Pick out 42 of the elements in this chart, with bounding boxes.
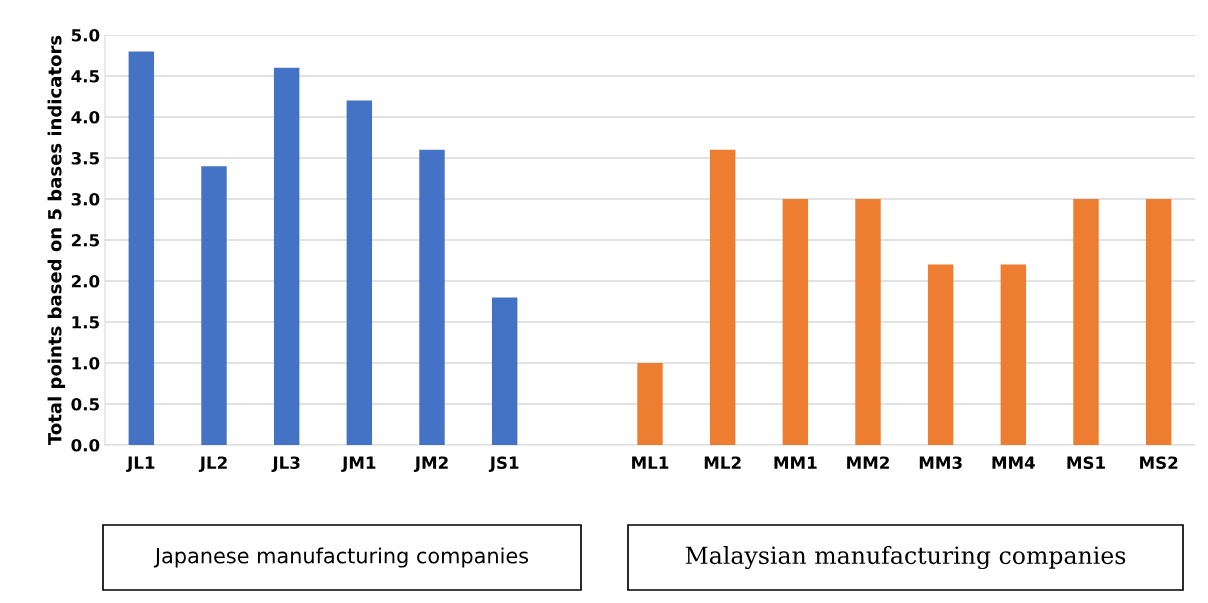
x-tick-label: MS1 [1067, 456, 1105, 470]
x-tick-label: MM3 [919, 456, 962, 470]
y-tick-label: 4.5 [71, 70, 99, 83]
bar [1000, 264, 1027, 445]
bar [1145, 199, 1172, 445]
x-tick-label: MS2 [1140, 456, 1178, 470]
bar [855, 199, 881, 445]
bar [491, 297, 518, 445]
y-axis-title: Total points based on 5 bases indicators [47, 35, 66, 446]
x-tick-label: ML2 [704, 456, 741, 469]
y-tick-label: 1.0 [72, 356, 100, 370]
x-tick-label: MM4 [992, 456, 1035, 469]
bar [201, 166, 227, 445]
x-tick-label: ML1 [632, 456, 669, 469]
y-tick-label: 0.5 [71, 397, 99, 411]
x-tick-label: MM2 [847, 456, 889, 469]
x-tick-label: JL2 [198, 456, 227, 473]
bar [637, 363, 663, 445]
text: Malaysian manufacturing companies [685, 545, 1126, 570]
x-tick-label: JM1 [341, 456, 376, 473]
bar [273, 67, 300, 445]
bar [709, 149, 736, 445]
bar [419, 149, 445, 445]
bar [346, 100, 373, 445]
y-tick-label: 2.5 [71, 233, 99, 247]
x-tick-label: JS1 [488, 456, 519, 473]
y-tick-label: 3.0 [71, 192, 100, 206]
bar [1073, 199, 1099, 445]
y-tick-label: 2.0 [71, 274, 100, 288]
x-tick-label: MM1 [774, 456, 817, 469]
y-tick-label: 4.0 [71, 110, 100, 124]
bar [782, 199, 809, 445]
text: Japanese manufacturing companies [153, 547, 529, 568]
y-tick-label: 1.5 [72, 316, 99, 329]
x-tick-label: JL1 [126, 456, 155, 473]
x-tick-label: JM2 [413, 456, 448, 473]
bar [927, 264, 954, 445]
y-tick-label: 5.0 [71, 28, 100, 42]
y-tick-label: 0.0 [71, 438, 100, 452]
y-tick-label: 3.5 [71, 151, 99, 165]
bar [128, 51, 155, 445]
x-tick-label: JL3 [271, 456, 300, 473]
